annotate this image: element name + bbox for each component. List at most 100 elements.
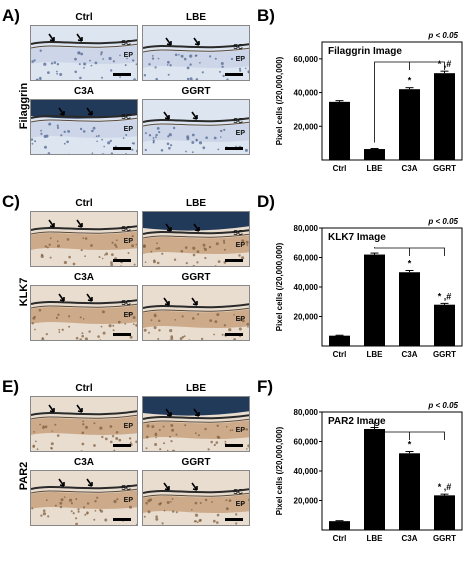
micrograph-par2-c3a: EP SC (30, 470, 138, 526)
micrograph-title-c3a: C3A (73, 457, 94, 468)
arrow-icon (76, 33, 83, 42)
scale-bar (113, 73, 131, 76)
arrow-icon (48, 33, 55, 42)
micrograph-klk7-ggrt: EP (142, 285, 250, 341)
y-tick-label: 80,000 (294, 408, 319, 417)
scale-bar (113, 444, 131, 447)
panel-label-a: A) (2, 6, 20, 25)
micrograph-title-lbe: LBE (186, 383, 206, 394)
arrow-icon (165, 408, 172, 417)
significance-marker: * (408, 440, 412, 450)
micrograph-filaggrin-ggrt: EP SC (142, 99, 250, 155)
significance-marker: * ,# (438, 291, 452, 301)
arrow-icon (191, 297, 198, 306)
layer-label-ep: EP (235, 130, 245, 137)
layer-label-sc: SC (233, 118, 243, 125)
arrow-icon (58, 293, 65, 302)
significance-label: p < 0.05 (427, 31, 458, 40)
arrow-icon (163, 297, 170, 306)
micrograph-title-ctrl: Ctrl (75, 198, 93, 209)
y-tick-label: 20,000 (294, 313, 319, 322)
scale-bar (113, 147, 131, 150)
layer-label-ep: EP (123, 52, 133, 59)
bar-ctrl (329, 521, 350, 530)
micrograph-title-ctrl: Ctrl (75, 383, 93, 394)
arrow-icon (163, 482, 170, 491)
arrow-icon (76, 404, 83, 413)
y-tick-label: 60,000 (294, 55, 319, 64)
bar-ggrt (434, 495, 455, 530)
layer-label-ep: EP (123, 423, 133, 430)
micrograph-klk7-c3a: EP SC (30, 285, 138, 341)
y-tick-label: 60,000 (294, 438, 319, 447)
bar-ggrt (434, 73, 455, 160)
scale-bar (225, 518, 243, 521)
x-tick-label: C3A (401, 164, 417, 173)
chart-par2: 20,000 40,000 60,000 80,000 Pixel cells (/20… (270, 400, 470, 560)
row-label-filaggrin: Filaggrin (18, 82, 30, 130)
panel-label-f: F) (257, 377, 274, 396)
x-tick-label: LBE (367, 164, 384, 173)
x-tick-label: C3A (401, 350, 417, 359)
bar-lbe (364, 149, 385, 160)
micrograph-filaggrin-ctrl: EP SC (30, 25, 138, 81)
significance-bracket (374, 247, 445, 256)
bar-ctrl (329, 101, 350, 160)
arrow-icon (86, 293, 93, 302)
arrow-icon (191, 482, 198, 491)
chart-title: KLK7 Image (328, 232, 386, 243)
arrow-icon (193, 408, 200, 417)
micrograph-filaggrin-lbe: EP SC (142, 25, 250, 81)
layer-label-ep: EP (235, 56, 245, 63)
layer-label-sc: SC (121, 485, 131, 492)
significance-label: p < 0.05 (427, 217, 458, 226)
arrow-icon (58, 107, 65, 116)
layer-label-sc: SC (121, 300, 131, 307)
x-tick-label: GGRT (433, 164, 456, 173)
arrow-icon (86, 107, 93, 116)
arrow-icon (191, 111, 198, 120)
arrow-icon (48, 219, 55, 228)
x-tick-label: Ctrl (333, 534, 347, 543)
y-tick-label: 60,000 (294, 254, 319, 263)
micrograph-klk7-ctrl: EP SC (30, 211, 138, 267)
layer-label-ep: EP (123, 312, 133, 319)
arrow-icon (86, 478, 93, 487)
chart-filaggrin: 20,000 40,000 60,000 Pixel cells (/20,000,0… (270, 30, 470, 190)
y-axis-label: Pixel cells (/20,000,000) (275, 426, 284, 515)
micrograph-title-ggrt: GGRT (181, 272, 211, 283)
scale-bar (225, 259, 243, 262)
x-tick-label: Ctrl (333, 350, 347, 359)
significance-label: p < 0.05 (427, 401, 458, 410)
layer-label-sc: SC (233, 44, 243, 51)
micrograph-par2-ggrt: EP SC (142, 470, 250, 526)
scale-bar (113, 333, 131, 336)
bar-c3a (399, 453, 420, 530)
layer-label-sc: SC (121, 226, 131, 233)
y-tick-label: 40,000 (294, 467, 319, 476)
x-tick-label: LBE (367, 350, 384, 359)
layer-label-ep: EP (235, 242, 245, 249)
micrograph-par2-lbe: EP (142, 396, 250, 452)
chart-title: Filaggrin Image (328, 46, 402, 57)
y-tick-label: 20,000 (294, 122, 319, 131)
scale-bar (113, 518, 131, 521)
x-tick-label: GGRT (433, 534, 456, 543)
y-tick-label: 40,000 (294, 89, 319, 98)
bar-ctrl (329, 335, 350, 346)
significance-marker: * (408, 76, 412, 86)
arrow-icon (76, 219, 83, 228)
micrograph-title-ggrt: GGRT (181, 457, 211, 468)
arrow-icon (193, 37, 200, 46)
layer-label-sc: SC (233, 489, 243, 496)
micrograph-title-lbe: LBE (186, 198, 206, 209)
micrograph-par2-ctrl: EP (30, 396, 138, 452)
layer-label-sc: SC (233, 230, 243, 237)
x-tick-label: LBE (367, 534, 384, 543)
micrograph-title-ctrl: Ctrl (75, 12, 93, 23)
layer-label-ep: EP (123, 238, 133, 245)
y-tick-label: 80,000 (294, 224, 319, 233)
arrow-icon (165, 223, 172, 232)
layer-label-ep: EP (235, 501, 245, 508)
bar-lbe (364, 254, 385, 346)
